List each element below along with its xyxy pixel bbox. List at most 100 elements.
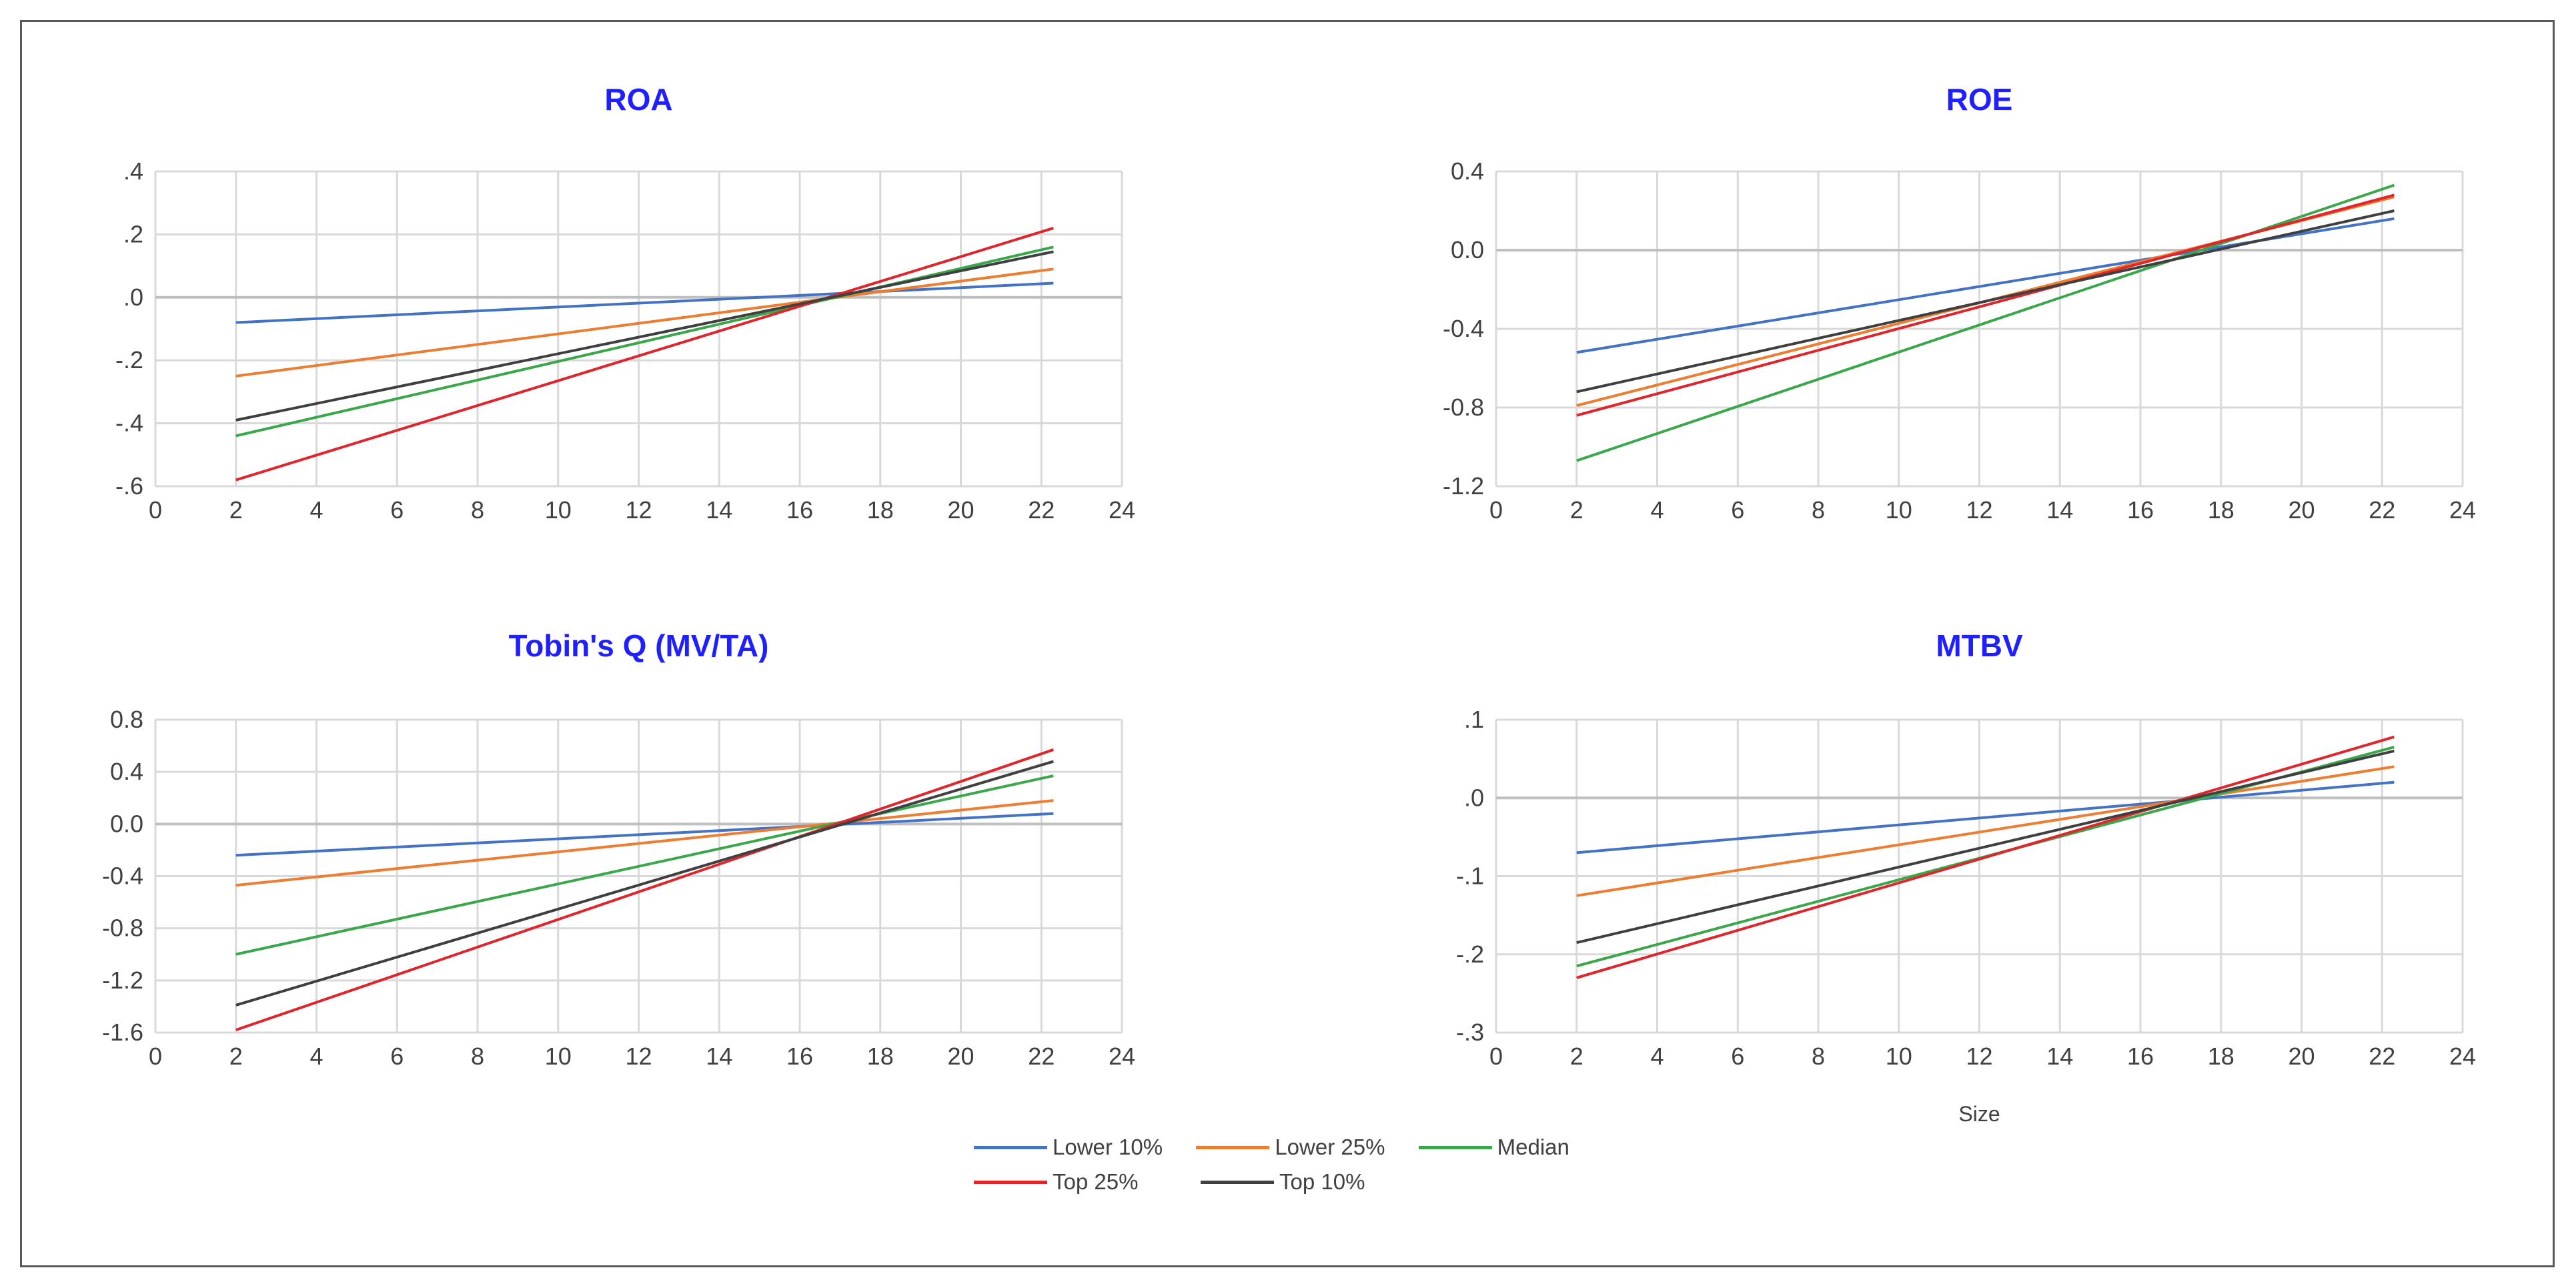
x-axis-label: Size <box>1958 1102 2000 1126</box>
legend-item-median: Median <box>1418 1135 1641 1160</box>
legend-item-lower-10: Lower 10% <box>974 1135 1196 1160</box>
series-line-lower-10 <box>235 812 1054 857</box>
y-tick-label: 0.4 <box>110 758 143 785</box>
y-tick-label: -0.8 <box>102 914 143 942</box>
x-tick-label: 2 <box>229 496 243 524</box>
x-tick-label: 24 <box>2449 496 2476 524</box>
y-tick-label: -0.8 <box>1443 394 1484 421</box>
y-tick-label: -0.4 <box>102 862 143 890</box>
x-tick-label: 10 <box>1886 496 1912 524</box>
x-tick-label: 14 <box>2046 1043 2073 1070</box>
series-line-lower-10 <box>235 281 1054 324</box>
legend-swatch <box>974 1145 1047 1149</box>
x-tick-label: 12 <box>1966 1043 1992 1070</box>
y-tick-label: -1.2 <box>1443 472 1484 500</box>
x-tick-label: 20 <box>947 496 974 524</box>
legend-label: Top 10% <box>1279 1169 1365 1194</box>
x-tick-label: 14 <box>2046 496 2073 524</box>
x-tick-label: 24 <box>1109 1043 1135 1070</box>
series-line-lower-10 <box>1576 780 2395 854</box>
x-tick-label: 12 <box>1966 496 1992 524</box>
legend-item-top-10: Top 10% <box>1201 1169 1427 1195</box>
series-line-top-10 <box>1576 749 2395 944</box>
legend-swatch <box>1196 1145 1270 1149</box>
series-line-median <box>235 245 1054 438</box>
legend-row: Lower 10% Lower 25% Median <box>974 1130 1641 1165</box>
x-tick-label: 2 <box>1570 1043 1583 1070</box>
legend-label: Lower 10% <box>1053 1135 1163 1159</box>
x-tick-label: 10 <box>1886 1043 1912 1070</box>
x-tick-label: 10 <box>545 1043 572 1070</box>
x-tick-label: 16 <box>2127 1043 2154 1070</box>
x-tick-label: 14 <box>706 496 732 524</box>
y-tick-label: .4 <box>123 157 143 185</box>
legend: Lower 10% Lower 25% Median Top 25% Top 1… <box>974 1130 1641 1199</box>
x-tick-label: 18 <box>2208 1043 2234 1070</box>
x-tick-label: 16 <box>786 496 813 524</box>
y-tick-label: -.6 <box>115 472 143 500</box>
x-tick-label: 20 <box>2288 496 2315 524</box>
series-line-top-25 <box>235 227 1054 482</box>
y-tick-label: -.2 <box>1456 940 1484 968</box>
chart-title: ROA <box>604 82 672 117</box>
y-tick-label: .2 <box>123 220 143 247</box>
x-tick-label: 4 <box>1650 496 1664 524</box>
x-tick-label: 10 <box>545 496 572 524</box>
legend-label: Top 25% <box>1053 1169 1139 1194</box>
x-tick-label: 22 <box>1028 496 1055 524</box>
y-tick-label: -.4 <box>115 410 143 437</box>
x-tick-label: 18 <box>867 1043 894 1070</box>
x-tick-label: 0 <box>1489 1043 1503 1070</box>
x-tick-label: 2 <box>229 1043 243 1070</box>
x-tick-label: 6 <box>390 496 404 524</box>
legend-row: Top 25% Top 10% <box>974 1165 1641 1199</box>
series-line-top-10 <box>1576 209 2395 394</box>
x-tick-label: 18 <box>2208 496 2234 524</box>
series-line-lower-25 <box>235 267 1054 378</box>
chart-mtbv: 0 2 4 6 8 10 12 14 16 18 20 22 24.1.0-.1-.2-.3MTBVSi… <box>1456 628 2476 1126</box>
y-tick-label: -.3 <box>1456 1019 1484 1046</box>
y-tick-label: -1.6 <box>102 1019 143 1046</box>
chart-title: ROE <box>1946 82 2013 117</box>
x-tick-label: 0 <box>149 1043 162 1070</box>
y-tick-label: 0.8 <box>110 706 143 733</box>
series-line-median <box>1576 183 2395 462</box>
chart-roe: 0 2 4 6 8 10 12 14 16 18 20 22 240.40.0-0.4-0.8-1.2R… <box>1443 82 2476 524</box>
y-tick-label: -0.4 <box>1443 315 1484 342</box>
x-tick-label: 24 <box>2449 1043 2476 1070</box>
x-tick-label: 20 <box>2288 1043 2315 1070</box>
x-tick-label: 12 <box>625 496 652 524</box>
series-line-median <box>235 774 1054 956</box>
series-line-top-10 <box>235 250 1054 422</box>
y-tick-label: .1 <box>1464 706 1484 733</box>
x-tick-label: 8 <box>471 1043 484 1070</box>
x-tick-label: 2 <box>1570 496 1583 524</box>
x-tick-label: 22 <box>1028 1043 1055 1070</box>
x-tick-label: 12 <box>625 1043 652 1070</box>
y-tick-label: -1.2 <box>102 967 143 994</box>
series-line-top-25 <box>1576 193 2395 417</box>
y-tick-label: .0 <box>1464 784 1484 811</box>
chart-title: Tobin's Q (MV/TA) <box>509 628 769 663</box>
y-tick-label: 0.0 <box>110 810 143 837</box>
series-line-top-25 <box>1576 735 2395 979</box>
y-tick-label: 0.4 <box>1451 157 1484 185</box>
x-tick-label: 0 <box>149 496 162 524</box>
series-line-top-25 <box>235 748 1055 1031</box>
x-tick-label: 4 <box>309 1043 323 1070</box>
x-tick-label: 0 <box>1489 496 1503 524</box>
legend-item-lower-25: Lower 25% <box>1196 1135 1418 1160</box>
series-line-lower-25 <box>1576 765 2395 897</box>
x-tick-label: 22 <box>2369 496 2395 524</box>
y-tick-label: -.2 <box>115 346 143 374</box>
x-tick-label: 4 <box>1650 1043 1664 1070</box>
x-tick-label: 8 <box>1812 496 1825 524</box>
figure-frame <box>20 20 2555 1267</box>
legend-label: Median <box>1497 1135 1569 1159</box>
x-tick-label: 16 <box>2127 496 2154 524</box>
legend-swatch <box>1418 1145 1492 1149</box>
legend-item-top-25: Top 25% <box>974 1169 1201 1195</box>
legend-swatch <box>1201 1180 1274 1184</box>
